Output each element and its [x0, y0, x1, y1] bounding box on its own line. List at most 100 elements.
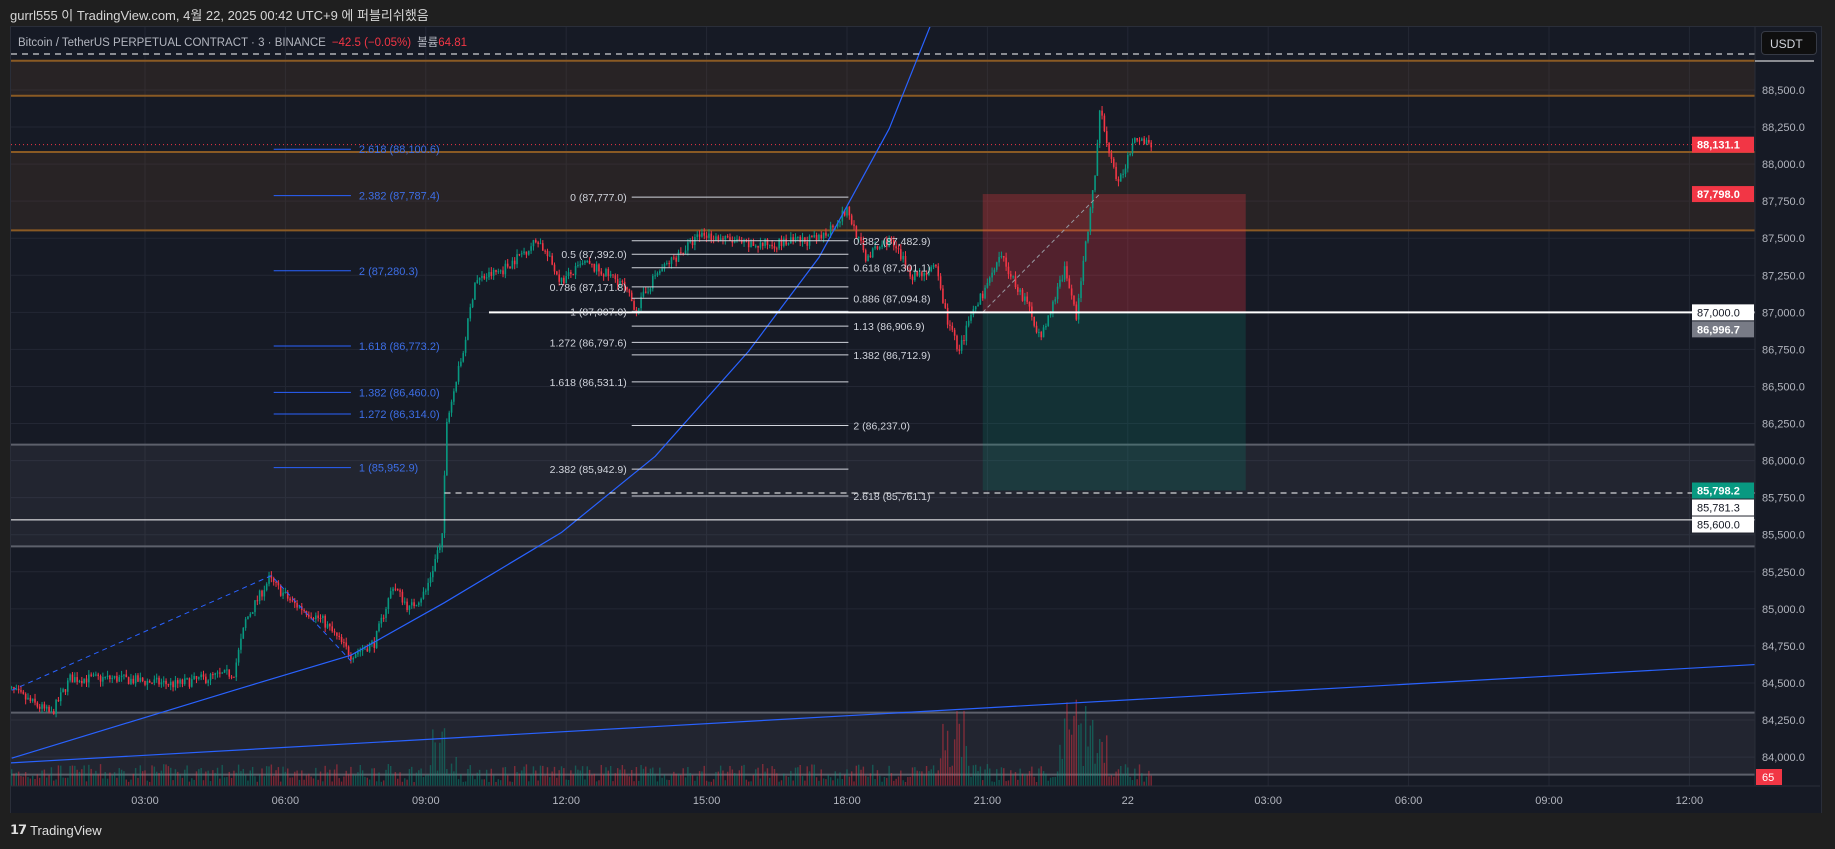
volume-bar [322, 781, 324, 786]
candle-body [867, 255, 869, 262]
fib-retracement-label: 1.618 (86,531.1) [550, 377, 627, 389]
chart-panel[interactable] [10, 26, 1822, 813]
candle-body [928, 271, 930, 276]
volume-bar [415, 772, 418, 786]
volume-bar [268, 766, 270, 786]
volume-bar [453, 771, 455, 786]
price-axis-tick: 85,750.0 [1762, 493, 1805, 505]
candle-body [1070, 288, 1073, 296]
candle-body [132, 678, 135, 684]
candle-body [141, 677, 144, 682]
candle-body [319, 618, 322, 620]
candle-body [212, 674, 214, 676]
candle-body [708, 233, 710, 238]
fib-retracement-label: 1.13 (86,906.9) [853, 321, 924, 333]
candle-body [258, 590, 261, 601]
volume-bar [689, 773, 691, 786]
candle-body [467, 318, 469, 340]
candle-body [1028, 301, 1031, 307]
candle-body [811, 236, 813, 238]
candle-body [527, 250, 530, 255]
volume-bar [680, 775, 682, 786]
candle-body [469, 307, 472, 319]
volume-bar [911, 767, 914, 786]
volume-bar [287, 768, 289, 786]
candle-body [237, 649, 240, 663]
candle-body [1012, 276, 1014, 278]
candle-body [885, 240, 888, 247]
volume-bar [1099, 739, 1101, 786]
candle-body [158, 677, 160, 685]
volume-bar [771, 766, 773, 786]
volume-bar [850, 771, 853, 786]
candle-body [240, 638, 242, 650]
candle-body [333, 631, 336, 633]
volume-bar [726, 771, 729, 786]
volume-bar [574, 765, 577, 786]
volume-bar [317, 779, 319, 786]
volume-bar [165, 764, 167, 786]
volume-bar [439, 742, 441, 786]
volume-bar [743, 764, 745, 786]
volume-bar [1117, 769, 1120, 786]
volume-bar [832, 780, 834, 786]
candle-body [1014, 276, 1017, 288]
resistance-zone [11, 151, 1755, 231]
volume-bar [443, 728, 446, 786]
volume-bar [806, 766, 808, 786]
time-axis-tick: 12:00 [1676, 795, 1704, 807]
volume-bar [776, 773, 778, 786]
candle-body [453, 391, 455, 402]
volume-bar [284, 771, 287, 786]
candle-body [205, 676, 207, 683]
candle-body [17, 688, 20, 691]
candle-body [312, 618, 315, 620]
volume-bar [233, 770, 235, 786]
candle-body [942, 288, 944, 304]
volume-bar [495, 781, 497, 786]
fib-retracement-label: 0.382 (87,482.9) [853, 236, 930, 248]
volume-bar [925, 765, 928, 786]
candle-body [1007, 266, 1010, 275]
volume-bar [1138, 764, 1141, 786]
volume-bar [717, 771, 719, 786]
candle-body [1035, 325, 1038, 333]
candle-body [202, 674, 205, 677]
candle-body [754, 245, 757, 247]
volume-bar [616, 768, 619, 786]
time-axis-tick: 18:00 [833, 795, 861, 807]
candle-body [988, 277, 991, 283]
publisher-caption: gurrl555 이 TradingView.com, 4월 22, 2025 … [10, 8, 429, 23]
volume-bar [429, 765, 432, 786]
candle-body [74, 677, 76, 683]
candle-body [165, 680, 167, 685]
price-axis-tick: 87,000.0 [1762, 307, 1805, 319]
candle-body [806, 241, 809, 246]
candle-body [855, 226, 858, 238]
candle-body [338, 635, 341, 638]
volume-bar [1019, 768, 1021, 786]
price-axis-tick: 87,750.0 [1762, 196, 1805, 208]
candle-body [198, 677, 200, 679]
volume-bar [261, 768, 263, 786]
volume-bar [258, 774, 261, 786]
candle-body [78, 680, 81, 682]
currency-button[interactable]: USDT [1761, 31, 1817, 55]
volume-bar [757, 767, 759, 786]
candle-body [1052, 301, 1054, 314]
volume-bar [492, 775, 495, 786]
candle-body [417, 602, 420, 606]
volume-bar [631, 770, 633, 786]
volume-bar [71, 765, 74, 786]
candle-body [591, 263, 593, 265]
volume-bar [577, 769, 579, 786]
volume-bar [523, 766, 525, 786]
volume-bar [46, 777, 48, 786]
symbol-title[interactable]: Bitcoin / TetherUS PERPETUAL CONTRACT · … [18, 37, 326, 49]
volume-bar [1024, 774, 1026, 786]
candle-body [1091, 190, 1094, 209]
candle-body [804, 237, 806, 242]
volume-bar [50, 767, 53, 786]
volume-bar [595, 781, 598, 786]
